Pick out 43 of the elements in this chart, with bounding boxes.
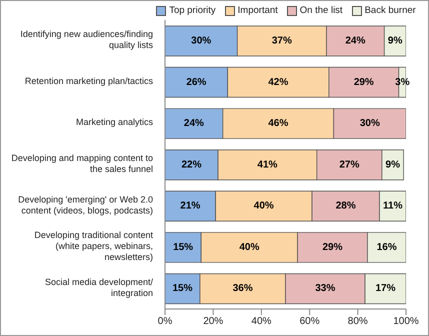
data-label: 37% (272, 36, 292, 46)
data-label: 17% (376, 283, 396, 294)
data-label: 33% (315, 283, 336, 294)
data-label: 24% (345, 36, 366, 46)
y-tick-label: Developing traditional content (white papers, webinars, newsletters) (34, 230, 154, 262)
data-label: 9% (388, 36, 402, 46)
data-label: 21% (180, 200, 200, 212)
data-label: 30% (191, 36, 212, 46)
data-label: 30% (360, 118, 380, 130)
y-tick-label: Marketing analytics (76, 118, 154, 128)
data-label: 29% (322, 242, 343, 253)
data-label: 15% (172, 283, 193, 294)
data-label: 40% (254, 200, 274, 212)
legend-label: On the list (300, 5, 343, 16)
legend-label: Important (238, 5, 278, 16)
x-tick-label: 100% (393, 316, 419, 328)
data-label: 28% (336, 200, 356, 212)
data-label: 9% (386, 159, 400, 170)
x-tick-label: 80% (348, 316, 368, 328)
data-label: 46% (268, 118, 288, 130)
y-tick-label: Developing 'emerging' or Web 2.0 content (videos, blogs, podcasts) (18, 194, 153, 216)
x-tick-label: 20% (203, 316, 224, 328)
data-label: 11% (383, 200, 403, 212)
data-label: 29% (354, 76, 374, 88)
x-tick-label: 0% (158, 316, 172, 328)
legend-label: Back burner (364, 5, 416, 16)
y-tick-label: Retention marketing plan/tactics (24, 76, 154, 86)
legend-label: Top priority (169, 5, 216, 16)
data-label: 27% (339, 159, 360, 170)
data-label: 15% (173, 242, 194, 253)
x-tick-label: 60% (300, 316, 320, 328)
y-tick-label: Developing and mapping content to the sales funnel (11, 153, 153, 174)
data-label: 41% (257, 159, 278, 170)
data-label: 40% (239, 242, 260, 253)
y-tick-label: Identifying new audiences/finding quality lists (20, 30, 154, 51)
data-label: 36% (232, 283, 253, 294)
x-tick-label: 40% (251, 316, 272, 328)
data-label: 22% (182, 159, 202, 170)
data-label: 16% (376, 242, 397, 253)
data-label: 26% (186, 76, 206, 88)
data-label: 42% (268, 76, 288, 88)
data-label: 24% (184, 118, 204, 130)
y-tick-label: Social media development/ integration (44, 277, 154, 298)
